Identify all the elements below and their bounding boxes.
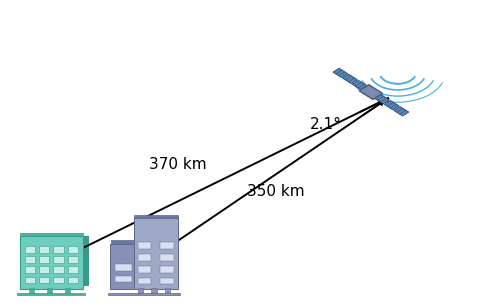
FancyBboxPatch shape — [68, 246, 78, 253]
Text: 370 km: 370 km — [149, 157, 207, 172]
FancyBboxPatch shape — [53, 277, 63, 283]
FancyBboxPatch shape — [165, 288, 170, 294]
FancyBboxPatch shape — [53, 256, 63, 263]
FancyBboxPatch shape — [39, 277, 49, 283]
FancyBboxPatch shape — [138, 266, 151, 273]
Text: 2.1°: 2.1° — [310, 117, 342, 132]
FancyBboxPatch shape — [53, 246, 63, 253]
FancyBboxPatch shape — [161, 254, 174, 261]
FancyBboxPatch shape — [108, 293, 180, 295]
FancyBboxPatch shape — [24, 246, 35, 253]
FancyBboxPatch shape — [53, 266, 63, 273]
FancyBboxPatch shape — [68, 256, 78, 263]
FancyBboxPatch shape — [39, 256, 49, 263]
FancyBboxPatch shape — [115, 276, 132, 282]
Text: 350 km: 350 km — [247, 185, 305, 199]
FancyBboxPatch shape — [138, 278, 151, 284]
FancyBboxPatch shape — [161, 266, 174, 273]
FancyBboxPatch shape — [47, 288, 52, 294]
FancyBboxPatch shape — [161, 278, 174, 284]
FancyBboxPatch shape — [138, 288, 143, 294]
FancyBboxPatch shape — [138, 242, 151, 249]
FancyBboxPatch shape — [151, 288, 157, 294]
Polygon shape — [333, 68, 348, 78]
FancyBboxPatch shape — [138, 254, 151, 261]
FancyBboxPatch shape — [20, 233, 83, 236]
FancyBboxPatch shape — [24, 266, 35, 273]
FancyBboxPatch shape — [110, 244, 137, 289]
FancyBboxPatch shape — [29, 288, 34, 294]
FancyBboxPatch shape — [64, 288, 70, 294]
FancyBboxPatch shape — [115, 264, 132, 271]
FancyBboxPatch shape — [24, 277, 35, 283]
Polygon shape — [394, 107, 409, 116]
FancyBboxPatch shape — [83, 236, 89, 286]
Polygon shape — [375, 95, 389, 104]
FancyBboxPatch shape — [68, 277, 78, 283]
FancyBboxPatch shape — [24, 256, 35, 263]
Polygon shape — [352, 80, 367, 90]
FancyBboxPatch shape — [134, 215, 178, 218]
Polygon shape — [343, 74, 357, 84]
FancyBboxPatch shape — [111, 240, 136, 244]
FancyBboxPatch shape — [39, 266, 49, 273]
Polygon shape — [359, 85, 383, 99]
FancyBboxPatch shape — [68, 266, 78, 273]
FancyBboxPatch shape — [20, 236, 83, 289]
Polygon shape — [385, 101, 399, 110]
FancyBboxPatch shape — [39, 246, 49, 253]
FancyBboxPatch shape — [134, 218, 178, 289]
FancyBboxPatch shape — [17, 293, 85, 295]
FancyBboxPatch shape — [161, 242, 174, 249]
